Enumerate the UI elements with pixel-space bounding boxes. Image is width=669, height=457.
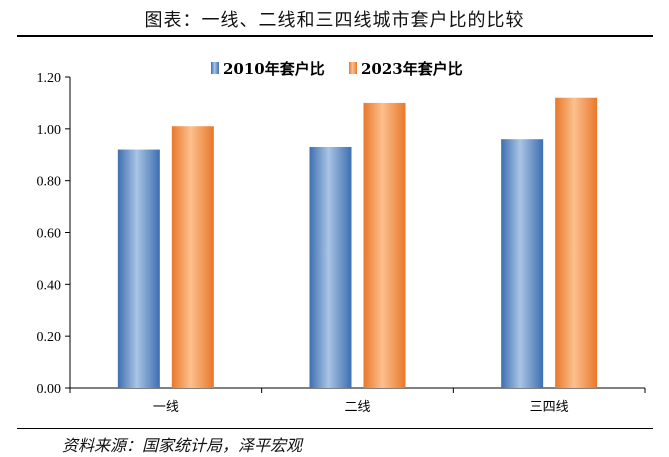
category-label: 三四线 [530, 400, 569, 415]
bar-chart: 2010年套户比 2023年套户比 0.00 0.20 0.40 0.60 0.80 1.… [37, 60, 646, 415]
category-label: 一线 [153, 400, 179, 415]
bar-2023-1 [171, 126, 214, 388]
bar-2010-1 [117, 149, 160, 388]
source-note: 资料来源：国家统计局，泽平宏观 [62, 436, 303, 455]
category-labels: 一线 二线 三四线 [153, 400, 569, 415]
legend-swatch-2023 [349, 62, 357, 74]
title-rule [17, 35, 653, 37]
y-axis-ticks: 0.00 0.20 0.40 0.60 0.80 1.00 1.20 [37, 71, 70, 397]
y-tick-label: 1.20 [37, 71, 62, 86]
legend-label-2023: 2023年套户比 [361, 60, 463, 78]
bars [69, 97, 646, 393]
legend-swatch-2010 [211, 62, 219, 74]
chart-title: 图表：一线、二线和三四线城市套户比的比较 [144, 10, 525, 31]
y-tick-label: 0.60 [37, 227, 62, 242]
y-tick-label: 0.00 [37, 382, 62, 397]
y-tick-label: 0.80 [37, 175, 62, 190]
bar-2010-3 [501, 139, 544, 388]
y-tick-label: 1.00 [37, 123, 62, 138]
legend-label-2010: 2010年套户比 [223, 60, 325, 78]
bar-2010-2 [309, 146, 352, 388]
y-tick-label: 0.40 [37, 278, 62, 293]
y-tick-label: 0.20 [37, 330, 62, 345]
source-rule [17, 428, 653, 429]
category-label: 二线 [344, 400, 370, 415]
bar-2023-3 [555, 97, 598, 388]
bar-2023-2 [363, 102, 406, 388]
legend: 2010年套户比 2023年套户比 [211, 60, 463, 78]
